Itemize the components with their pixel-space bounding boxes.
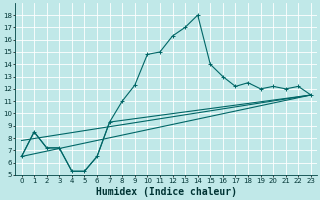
X-axis label: Humidex (Indice chaleur): Humidex (Indice chaleur)	[96, 187, 237, 197]
